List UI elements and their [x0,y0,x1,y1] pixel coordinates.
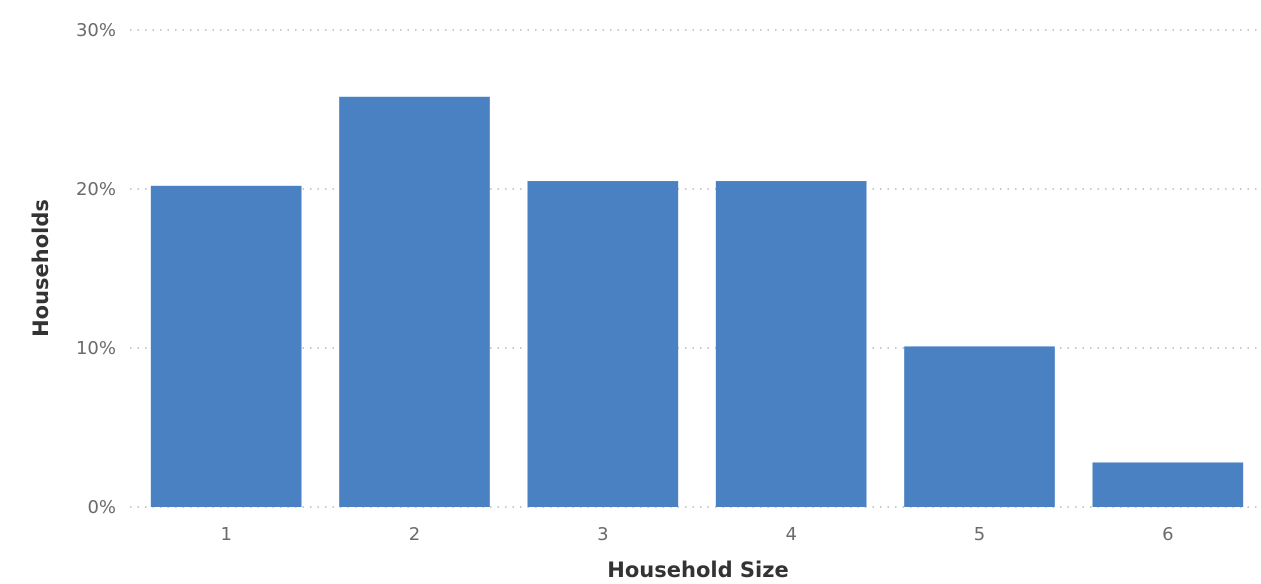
x-tick-label: 4 [785,524,796,545]
y-axis-tick-labels: 0% 10% 20% 30% [76,20,116,518]
gridlines [130,29,1261,508]
y-tick-label: 20% [76,179,116,200]
bar-household-size-6 [1092,462,1244,507]
bar-household-size-4 [715,181,867,508]
bar-household-size-5 [904,346,1055,507]
x-tick-label: 2 [409,524,420,545]
x-axis-tick-labels: 1 2 3 4 5 6 [220,524,1173,545]
x-axis-title: Household Size [607,558,788,582]
x-tick-label: 1 [220,524,231,545]
x-tick-label: 5 [974,524,985,545]
y-tick-label: 10% [76,338,116,359]
bar-household-size-3 [527,181,679,508]
y-tick-label: 0% [87,497,116,518]
bar-household-size-1 [150,185,302,507]
bars [150,96,1244,508]
x-tick-label: 3 [597,524,608,545]
y-tick-label: 30% [76,20,116,41]
y-axis-title: Households [29,199,53,337]
x-tick-label: 6 [1162,524,1173,545]
bar-household-size-2 [339,96,490,507]
